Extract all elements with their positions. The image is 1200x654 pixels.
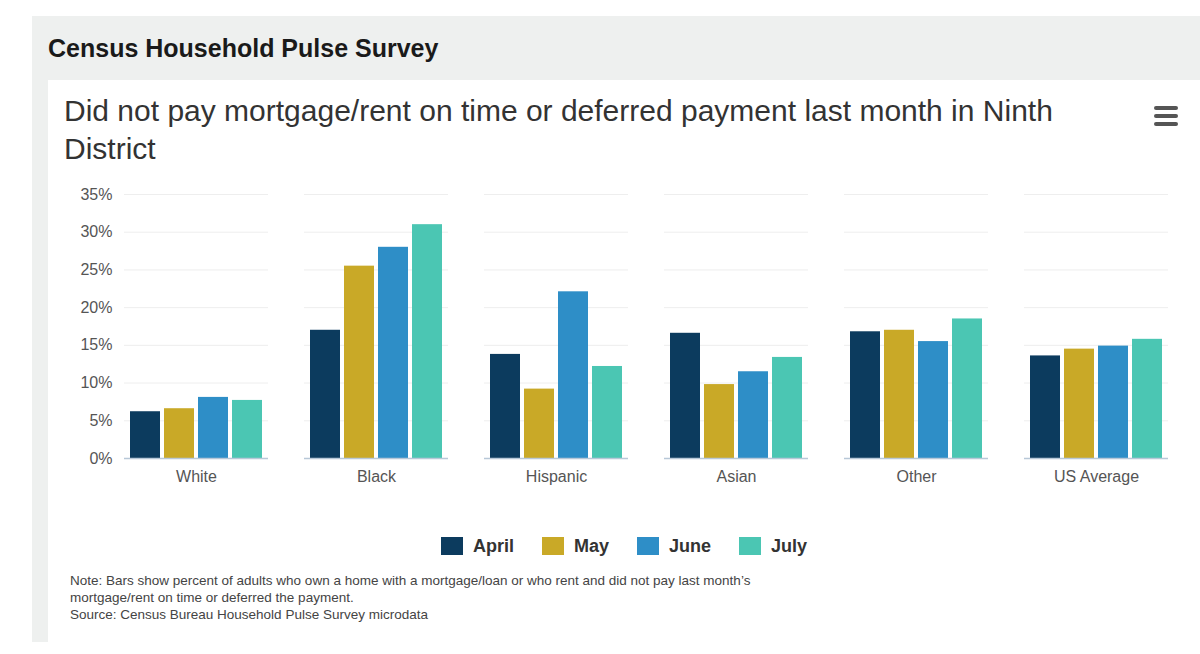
svg-text:Asian: Asian <box>716 468 756 485</box>
svg-text:10%: 10% <box>80 374 112 391</box>
html-text:Source: Census Bureau Househol: Source: Census Bureau Household Pulse Su… <box>70 607 428 622</box>
html-text:Note: Bars show percent of adu: Note: Bars show percent of adults who ow… <box>70 573 751 605</box>
svg-text:25%: 25% <box>80 261 112 278</box>
html-text:April: April <box>473 536 514 556</box>
svg-text:Black: Black <box>357 468 397 485</box>
svg-text:Other: Other <box>896 468 937 485</box>
svg-text:0%: 0% <box>89 450 112 467</box>
svg-text:20%: 20% <box>80 299 112 316</box>
html-text:Did not pay mortgage/rent on t: Did not pay mortgage/rent on time or def… <box>64 94 1053 165</box>
svg-text:Hispanic: Hispanic <box>526 468 587 485</box>
html-text:July: July <box>771 536 807 556</box>
html-text:May: May <box>574 536 609 556</box>
svg-text:US Average: US Average <box>1054 468 1139 485</box>
svg-text:5%: 5% <box>89 412 112 429</box>
svg-text:30%: 30% <box>80 223 112 240</box>
svg-text:White: White <box>176 468 217 485</box>
html-text:Census Household Pulse Survey: Census Household Pulse Survey <box>48 34 439 62</box>
svg-text:15%: 15% <box>80 336 112 353</box>
svg-text:35%: 35% <box>80 186 112 203</box>
html-text:June: June <box>669 536 711 556</box>
